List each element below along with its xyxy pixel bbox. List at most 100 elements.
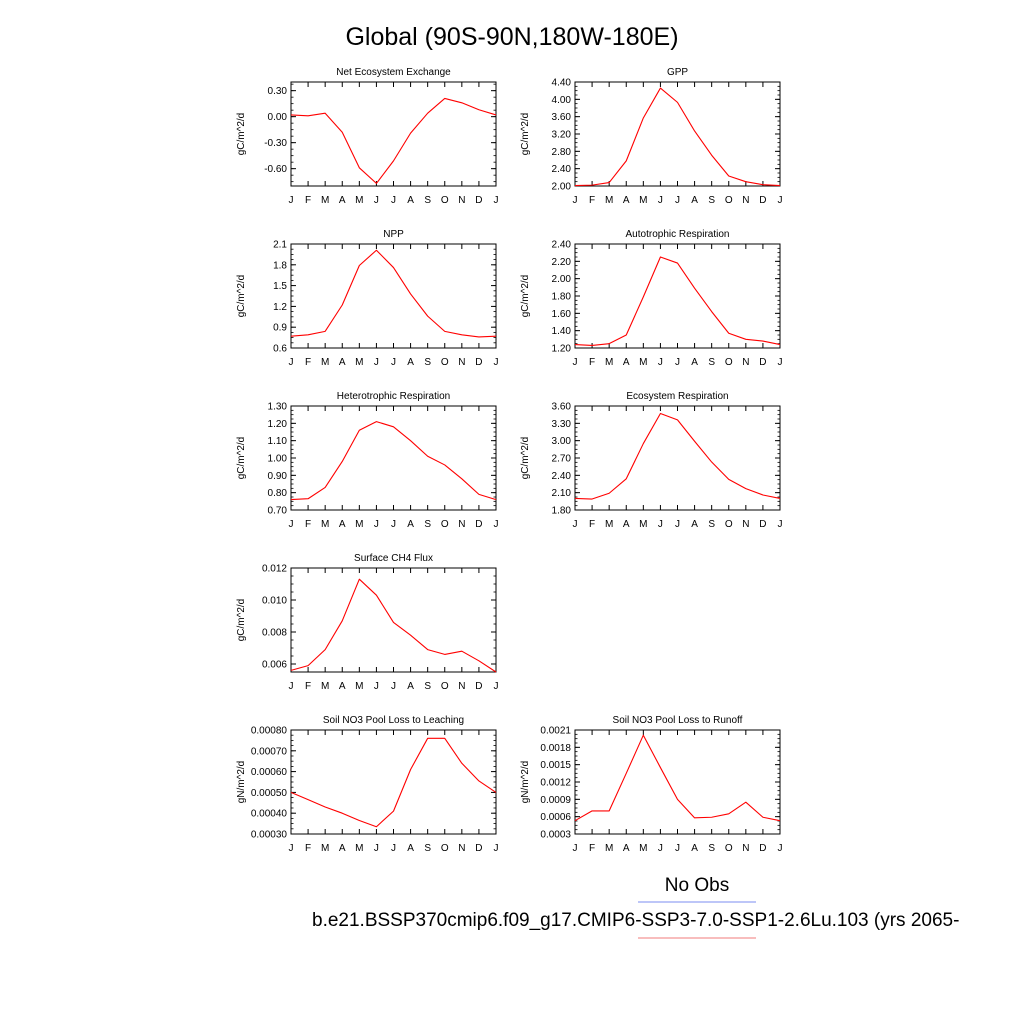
x-tick-label: F (589, 195, 595, 206)
y-tick-label: 3.30 (552, 419, 572, 430)
x-tick-label: M (321, 843, 329, 854)
x-tick-label: J (494, 195, 499, 206)
x-tick-label: S (708, 519, 715, 530)
x-tick-label: M (639, 843, 647, 854)
x-tick-label: D (475, 519, 482, 530)
x-tick-label: A (339, 681, 346, 692)
legend-model-label: b.e21.BSSP370cmip6.f09_g17.CMIP6-SSP3-7.… (312, 910, 959, 931)
y-tick-label: 2.00 (552, 182, 572, 193)
x-tick-label: N (742, 843, 749, 854)
x-tick-label: J (675, 357, 680, 368)
plot-frame (574, 81, 781, 187)
x-tick-label: J (494, 357, 499, 368)
y-tick-label: 3.60 (552, 402, 572, 413)
x-tick-label: M (639, 195, 647, 206)
x-tick-label: M (605, 195, 613, 206)
series-line (290, 249, 497, 338)
x-tick-label: M (355, 195, 363, 206)
y-tick-label: 1.40 (552, 326, 572, 337)
x-tick-label: O (441, 681, 449, 692)
panels: Net Ecosystem Exchange gC/m^2/d 0.30 0.00 -0… (236, 67, 783, 854)
x-tick-label: N (458, 681, 465, 692)
y-tick-label: 0.80 (268, 488, 288, 499)
series-line (290, 737, 497, 828)
x-tick-label: J (494, 681, 499, 692)
x-tick-label: O (725, 357, 733, 368)
x-tick-label: O (441, 519, 449, 530)
x-tick-label: A (691, 195, 698, 206)
y-tick-label: 0.0009 (540, 795, 571, 806)
x-tick-label: D (759, 357, 766, 368)
x-tick-label: N (458, 195, 465, 206)
y-axis-label: gC/m^2/d (520, 113, 531, 156)
y-tick-label: 1.5 (273, 281, 287, 292)
x-tick-label: A (407, 357, 414, 368)
x-tick-label: J (573, 519, 578, 530)
x-tick-label: A (407, 519, 414, 530)
x-tick-label: O (725, 519, 733, 530)
x-tick-label: A (339, 519, 346, 530)
legend-obs-label: No Obs (665, 875, 729, 896)
panel-title: Heterotrophic Respiration (337, 391, 450, 402)
y-tick-label: 0.00080 (251, 726, 288, 737)
x-tick-label: M (321, 681, 329, 692)
x-tick-label: S (424, 195, 431, 206)
x-tick-label: A (623, 843, 630, 854)
x-tick-label: J (374, 357, 379, 368)
plot-frame (574, 729, 781, 835)
y-tick-label: 1.30 (268, 402, 288, 413)
x-tick-label: J (289, 519, 294, 530)
panel-title: Surface CH4 Flux (354, 553, 433, 564)
y-tick-label: -0.30 (264, 138, 287, 149)
x-tick-label: M (355, 681, 363, 692)
x-tick-label: O (441, 843, 449, 854)
x-tick-label: A (407, 843, 414, 854)
x-tick-label: M (605, 357, 613, 368)
x-tick-label: J (289, 195, 294, 206)
y-tick-label: 2.1 (273, 240, 287, 251)
x-tick-label: A (691, 843, 698, 854)
x-tick-label: A (407, 681, 414, 692)
y-tick-label: 0.00060 (251, 767, 288, 778)
y-tick-label: 0.6 (273, 344, 287, 355)
x-tick-label: J (391, 519, 396, 530)
y-axis-label: gC/m^2/d (236, 275, 247, 318)
x-tick-label: F (305, 519, 311, 530)
y-tick-label: 1.00 (268, 454, 288, 465)
x-tick-label: A (339, 843, 346, 854)
panel-title: NPP (383, 229, 404, 240)
x-tick-label: O (441, 357, 449, 368)
y-axis-label: gC/m^2/d (520, 275, 531, 318)
x-tick-label: J (494, 519, 499, 530)
x-tick-label: M (355, 519, 363, 530)
series-line (574, 256, 781, 346)
y-tick-label: 0.00070 (251, 746, 288, 757)
panel-ar: Autotrophic Respiration gC/m^2/d 2.40 2.20 2… (520, 229, 783, 368)
x-tick-label: D (475, 843, 482, 854)
x-tick-label: J (658, 519, 663, 530)
x-tick-label: A (691, 519, 698, 530)
panel-title: GPP (667, 67, 688, 78)
x-tick-label: D (475, 195, 482, 206)
x-tick-label: J (374, 519, 379, 530)
x-tick-label: S (708, 843, 715, 854)
x-tick-label: O (725, 843, 733, 854)
x-tick-label: J (391, 681, 396, 692)
y-axis-label: gC/m^2/d (236, 113, 247, 156)
x-tick-label: F (589, 519, 595, 530)
y-tick-label: 0.00040 (251, 809, 288, 820)
x-tick-label: J (391, 843, 396, 854)
y-axis-label: gC/m^2/d (520, 437, 531, 480)
x-tick-label: N (742, 357, 749, 368)
panel-title: Soil NO3 Pool Loss to Leaching (323, 715, 464, 726)
x-tick-label: A (623, 519, 630, 530)
y-tick-label: 0.30 (268, 86, 288, 97)
x-tick-label: J (494, 843, 499, 854)
y-tick-label: 0.0015 (540, 760, 571, 771)
panel-title: Net Ecosystem Exchange (336, 67, 451, 78)
y-tick-label: 1.20 (552, 344, 572, 355)
x-tick-label: F (589, 843, 595, 854)
x-tick-label: S (424, 843, 431, 854)
